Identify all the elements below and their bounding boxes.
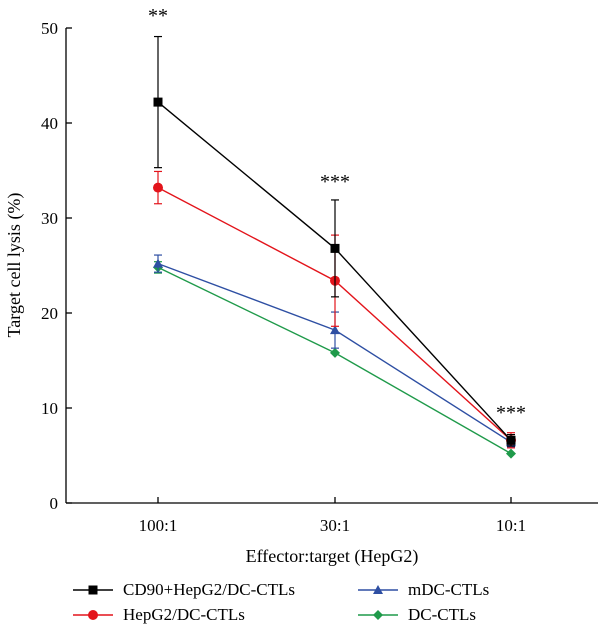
y-axis-title: Target cell lysis (%) — [4, 193, 25, 338]
x-axis-title: Effector:target (HepG2) — [246, 546, 419, 567]
y-tick-label: 10 — [41, 399, 58, 418]
significance-marker: *** — [496, 402, 526, 424]
data-point — [506, 435, 516, 445]
x-tick-label: 30:1 — [320, 516, 350, 535]
data-point — [506, 448, 516, 459]
y-tick-label: 30 — [41, 209, 58, 228]
data-point — [153, 182, 163, 193]
y-axis-ticks: 0 10 20 30 40 50 — [41, 19, 72, 513]
legend-marker — [88, 610, 98, 620]
legend-item: DC-CTLs — [358, 605, 476, 624]
legend-label: mDC-CTLs — [408, 580, 489, 599]
legend-item: HepG2/DC-CTLs — [73, 605, 245, 624]
data-point — [330, 347, 340, 358]
y-tick-label: 50 — [41, 19, 58, 38]
legend-label: HepG2/DC-CTLs — [123, 605, 245, 624]
legend-marker — [373, 585, 383, 594]
x-tick-label: 100:1 — [139, 516, 178, 535]
data-point — [153, 258, 163, 268]
y-tick-label: 20 — [41, 304, 58, 323]
legend-item: mDC-CTLs — [358, 580, 489, 599]
y-tick-label: 40 — [41, 114, 58, 133]
legend-label: CD90+HepG2/DC-CTLs — [123, 580, 295, 599]
legend-marker — [373, 610, 383, 620]
data-point — [153, 97, 163, 107]
series-cd90-hepg2-dc-ctls — [153, 35, 516, 447]
legend-marker — [88, 585, 98, 595]
data-point — [330, 325, 340, 335]
significance-annotations: ******** — [148, 5, 526, 424]
legend-label: DC-CTLs — [408, 605, 476, 624]
y-tick-label: 0 — [50, 494, 59, 513]
series-layer — [153, 35, 516, 459]
legend: CD90+HepG2/DC-CTLs HepG2/DC-CTLs mDC-CTLs D… — [73, 580, 489, 624]
significance-marker: ** — [148, 5, 168, 27]
data-point — [330, 243, 340, 253]
legend-item: CD90+HepG2/DC-CTLs — [73, 580, 295, 599]
x-tick-label: 10:1 — [496, 516, 526, 535]
x-axis-ticks: 100:1 30:1 10:1 — [139, 497, 526, 535]
significance-marker: *** — [320, 171, 350, 193]
